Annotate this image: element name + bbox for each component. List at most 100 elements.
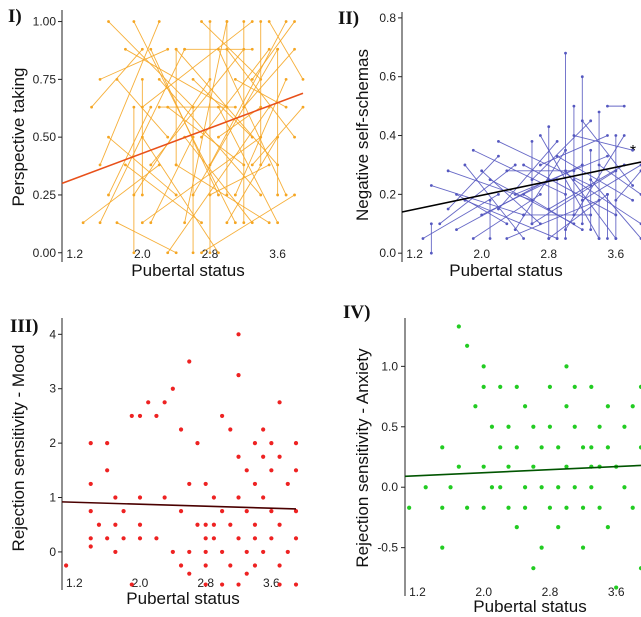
data-point — [267, 221, 271, 225]
panel-4-x-label: Pubertal status — [473, 597, 586, 616]
data-segment — [548, 193, 608, 239]
data-point — [564, 464, 569, 469]
data-point — [200, 221, 203, 225]
data-point — [606, 134, 609, 137]
data-segment — [422, 193, 499, 239]
y-tick-label: 3 — [49, 382, 56, 396]
data-segment — [431, 185, 524, 216]
data-point — [252, 522, 258, 527]
data-point — [250, 20, 254, 23]
data-point — [572, 384, 577, 389]
data-point — [88, 544, 93, 549]
data-point — [293, 509, 299, 514]
data-point — [564, 404, 569, 409]
data-point — [259, 163, 263, 167]
panel-1-x-label: Pubertal status — [131, 261, 244, 280]
data-point — [203, 582, 208, 587]
data-segment — [184, 21, 228, 223]
panel-3: III) Pubertal status Rejection sensitivi… — [9, 316, 299, 608]
data-point — [228, 563, 233, 568]
data-point — [208, 251, 212, 255]
data-point — [614, 585, 619, 590]
data-point — [456, 324, 461, 329]
data-point — [497, 154, 500, 158]
data-point — [174, 47, 178, 51]
data-point — [572, 134, 576, 137]
data-segment — [556, 155, 633, 201]
data-point — [105, 468, 110, 473]
data-segment — [539, 135, 600, 239]
data-segment — [192, 79, 253, 138]
data-point — [606, 192, 609, 196]
data-point — [622, 104, 626, 108]
data-point — [157, 163, 161, 167]
data-point — [539, 545, 544, 550]
data-point — [261, 454, 266, 459]
y-tick-label: 4 — [49, 327, 56, 341]
data-point — [572, 424, 577, 429]
data-point — [162, 495, 167, 500]
panel-3-y-label: Rejection sensitivity - Mood — [9, 345, 28, 552]
data-point — [191, 251, 195, 255]
data-point — [572, 485, 577, 490]
y-tick-label: 2 — [49, 436, 56, 450]
data-point — [293, 468, 299, 473]
data-point — [140, 47, 144, 51]
data-point — [269, 468, 274, 473]
x-tick-label: 2.0 — [475, 585, 492, 599]
data-point — [438, 222, 442, 226]
data-point — [233, 105, 237, 109]
data-point — [301, 77, 305, 81]
data-segment — [506, 199, 600, 239]
data-point — [137, 413, 143, 419]
data-point — [105, 536, 110, 541]
data-point — [244, 509, 249, 514]
data-point — [638, 445, 641, 450]
data-segment — [226, 136, 279, 223]
data-point — [597, 237, 601, 240]
data-point — [421, 237, 425, 240]
panel-2-label: II) — [338, 8, 359, 29]
data-point — [506, 424, 511, 429]
data-point — [606, 104, 609, 108]
x-tick-label: 3.6 — [269, 247, 286, 261]
data-point — [269, 536, 274, 541]
data-point — [514, 384, 519, 389]
data-point — [622, 424, 627, 429]
y-tick-label: 0.25 — [33, 188, 57, 202]
data-point — [556, 445, 561, 450]
data-point — [564, 505, 569, 510]
data-segment — [108, 106, 152, 196]
data-point — [522, 237, 525, 240]
data-point — [236, 536, 241, 541]
data-point — [564, 364, 569, 369]
data-point — [267, 163, 271, 167]
y-tick-label: 0.50 — [33, 130, 57, 144]
data-point — [98, 163, 102, 167]
data-segment — [108, 21, 194, 108]
data-point — [597, 110, 601, 114]
data-point — [277, 454, 282, 459]
data-point — [538, 163, 542, 167]
data-point — [293, 135, 296, 139]
data-point — [498, 384, 503, 389]
data-segment — [514, 149, 566, 230]
data-point — [137, 522, 143, 527]
data-point — [124, 163, 127, 167]
data-point — [622, 485, 627, 490]
x-tick-label: 2.0 — [134, 247, 151, 261]
data-point — [531, 566, 536, 571]
data-point — [200, 251, 203, 255]
data-segment — [243, 49, 295, 108]
data-point — [64, 563, 69, 568]
data-point — [589, 485, 594, 490]
x-tick-label: 1.2 — [66, 247, 83, 261]
data-segment — [209, 21, 287, 166]
data-point — [236, 495, 241, 500]
data-point — [228, 427, 233, 432]
data-point — [465, 343, 470, 348]
data-point — [261, 549, 266, 555]
data-point — [440, 445, 445, 450]
data-point — [220, 582, 225, 587]
x-tick-label: 2.0 — [473, 247, 490, 261]
